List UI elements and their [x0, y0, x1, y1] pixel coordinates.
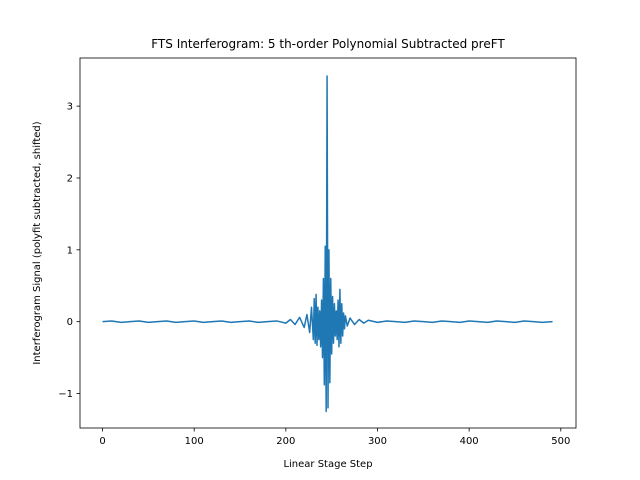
- y-tick-label: −1: [58, 389, 73, 400]
- y-axis: −1 0 1 2 3: [58, 102, 80, 400]
- x-axis-label: Linear Stage Step: [283, 459, 372, 470]
- x-tick-label: 500: [551, 436, 570, 447]
- x-tick-label: 200: [276, 436, 295, 447]
- chart-title: FTS Interferogram: 5 th-order Polynomial…: [151, 37, 505, 51]
- y-axis-label: Interferogram Signal (polyfit subtracted…: [32, 121, 43, 364]
- axes-frame: [79, 57, 577, 429]
- y-tick-label: 1: [67, 245, 73, 256]
- x-tick-label: 400: [460, 436, 479, 447]
- data-layer: [102, 75, 553, 413]
- y-tick-label: 0: [67, 317, 73, 328]
- x-tick-label: 0: [99, 436, 105, 447]
- x-tick-label: 300: [368, 436, 387, 447]
- x-tick-label: 100: [185, 436, 204, 447]
- y-tick-label: 3: [67, 102, 73, 113]
- plot-area: [79, 57, 577, 429]
- y-tick-label: 2: [67, 173, 73, 184]
- series-line-0: [102, 75, 553, 413]
- x-axis: 0 100 200 300 400 500: [99, 428, 570, 447]
